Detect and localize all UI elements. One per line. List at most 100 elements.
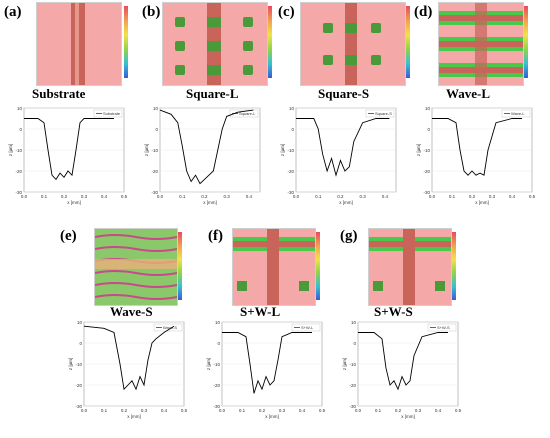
profile-chart-wave-l: 10 0 -10 -20 -30 0.0 0.1 0.2 0.3 0.4 0.5 x [mm] z [µ… (414, 102, 538, 210)
x-tick-label: 0.5 (319, 408, 326, 413)
profile-chart-s-w-l: 10 0 -10 -20 -30 0.0 0.1 0.2 0.3 0.4 0.5 x [mm] z [µ… (204, 316, 328, 424)
y-tick-label: -10 (349, 362, 356, 367)
x-tick-label: 0.0 (157, 194, 164, 199)
y-axis-label: z [µm] (280, 144, 285, 156)
y-tick-label: -10 (423, 148, 430, 153)
y-tick-label: 10 (17, 106, 23, 111)
colorbar-a (124, 6, 128, 78)
x-tick-label: 0.5 (455, 408, 462, 413)
y-axis-label: z [µm] (206, 358, 211, 370)
profile-line (222, 332, 312, 394)
y-tick-label: -10 (213, 362, 220, 367)
plot-svg: 10 0 -10 -20 -300.0 0.1 0.2 0.3 0.4 0.5 x [mm] z [µ… (8, 106, 128, 205)
surface-image-substrate (36, 2, 122, 86)
title-substrate: Substrate (32, 86, 86, 101)
colorbar-c (406, 6, 410, 78)
y-tick-label: -30 (423, 190, 430, 195)
y-tick-label: -20 (423, 169, 430, 174)
panel-letter-f: (f) (208, 228, 223, 244)
x-tick-label: 0.4 (101, 194, 108, 199)
profile-chart-wave-s: 10 0 -10 -20 -30 0.0 0.1 0.2 0.3 0.4 0.5 x [mm] z [µ… (66, 316, 190, 424)
legend-box (291, 323, 321, 332)
profile-line (296, 118, 390, 177)
x-tick-label: 0.0 (81, 408, 88, 413)
panel-letter-e: (e) (60, 228, 77, 244)
x-tick-label: 0.2 (337, 194, 344, 199)
y-tick-label: 0 (19, 127, 22, 132)
x-axis-label: x [mm] (401, 414, 415, 419)
x-axis-label: x [mm] (127, 414, 141, 419)
panel-letter-b: (b) (142, 4, 161, 20)
x-tick-label: 0.4 (509, 194, 516, 199)
x-axis-label: x [mm] (265, 414, 279, 419)
x-tick-label: 0.3 (81, 194, 88, 199)
x-tick-label: 0.5 (529, 194, 536, 199)
y-axis-label: z [µm] (144, 144, 149, 156)
colorbar-f (316, 232, 320, 300)
y-tick-label: -20 (213, 383, 220, 388)
title-s-w-s: S+W-S (374, 304, 413, 319)
y-tick-label: 10 (153, 106, 159, 111)
plot-svg: 10 0 -10 -20 -300.0 0.1 0.2 0.3 0.4 0.5 x [mm] z [µ… (206, 320, 326, 419)
y-tick-label: -30 (213, 404, 220, 409)
surface-image-square-s (300, 2, 406, 86)
colorbar-d (524, 6, 528, 78)
profile-line (432, 118, 522, 176)
y-tick-label: -20 (151, 169, 158, 174)
x-tick-label: 0.1 (239, 408, 246, 413)
plot-svg: 10 0 -10 -20 -300.0 0.1 0.2 0.3 0.4 0.5 x [mm] z [µ… (416, 106, 536, 205)
plot-svg: 10 0 -10 -20 -300.0 0.1 0.2 0.3 0.4 0.5 x [mm] z [µ… (68, 320, 188, 419)
x-axis-label: x [mm] (203, 200, 217, 205)
legend-box (153, 323, 183, 332)
x-tick-label: 0.0 (293, 194, 300, 199)
y-tick-label: -30 (75, 404, 82, 409)
x-tick-label: 0.1 (315, 194, 322, 199)
title-s-w-l: S+W-L (240, 304, 281, 319)
x-tick-label: 0.1 (41, 194, 48, 199)
x-tick-label: 0.3 (489, 194, 496, 199)
legend-box (501, 109, 531, 118)
x-tick-label: 0.1 (375, 408, 382, 413)
surface-image-wave-s (94, 228, 178, 306)
y-tick-label: -30 (287, 190, 294, 195)
legend-box (427, 323, 457, 332)
profile-chart-square-l: 10 0 -10 -20 -30 0.0 0.1 0.2 0.3 0.4 x [mm] z [µm] S… (142, 102, 266, 210)
surface-image-s-w-s (368, 228, 452, 306)
y-tick-label: -10 (151, 148, 158, 153)
x-tick-label: 0.4 (435, 408, 442, 413)
y-tick-label: 10 (215, 320, 221, 325)
title-wave-s: Wave-S (110, 304, 153, 319)
y-tick-label: -10 (15, 148, 22, 153)
panel-letter-a: (a) (4, 4, 22, 20)
legend-label: Wave-S (163, 325, 177, 330)
title-square-l: Square-L (186, 86, 239, 101)
y-tick-label: -10 (287, 148, 294, 153)
profile-line (83, 325, 175, 391)
colorbar-e (178, 232, 182, 300)
y-tick-label: -30 (15, 190, 22, 195)
x-tick-label: 0.2 (469, 194, 476, 199)
x-tick-label: 0.5 (121, 194, 128, 199)
plot-svg: 10 0 -10 -20 -300.0 0.1 0.2 0.3 0.4 0.5 x [mm] z [µ… (342, 320, 462, 419)
colorbar-g (452, 232, 456, 300)
y-axis-label: z [µm] (342, 358, 347, 370)
profile-line (159, 109, 254, 185)
surface-image-square-l (162, 2, 268, 86)
y-tick-label: -20 (349, 383, 356, 388)
y-tick-label: -20 (15, 169, 22, 174)
x-tick-label: 0.4 (161, 408, 168, 413)
y-axis-label: z [µm] (8, 144, 13, 156)
x-tick-label: 0.2 (121, 408, 128, 413)
y-tick-label: -10 (75, 362, 82, 367)
x-tick-label: 0.1 (449, 194, 456, 199)
panel-letter-d: (d) (414, 4, 433, 20)
x-tick-label: 0.3 (360, 194, 367, 199)
legend-label: S+W-L (301, 325, 314, 330)
x-tick-label: 0.2 (201, 194, 208, 199)
legend-label: Square-S (375, 111, 392, 116)
x-axis-label: x [mm] (67, 200, 81, 205)
profile-chart-s-w-s: 10 0 -10 -20 -30 0.0 0.1 0.2 0.3 0.4 0.5 x [mm] z [µ… (340, 316, 464, 424)
y-tick-label: -30 (151, 190, 158, 195)
profile-line (24, 118, 114, 181)
plot-svg: 10 0 -10 -20 -300.0 0.1 0.2 0.3 0.4 x [mm] z [µm] S… (144, 106, 261, 205)
